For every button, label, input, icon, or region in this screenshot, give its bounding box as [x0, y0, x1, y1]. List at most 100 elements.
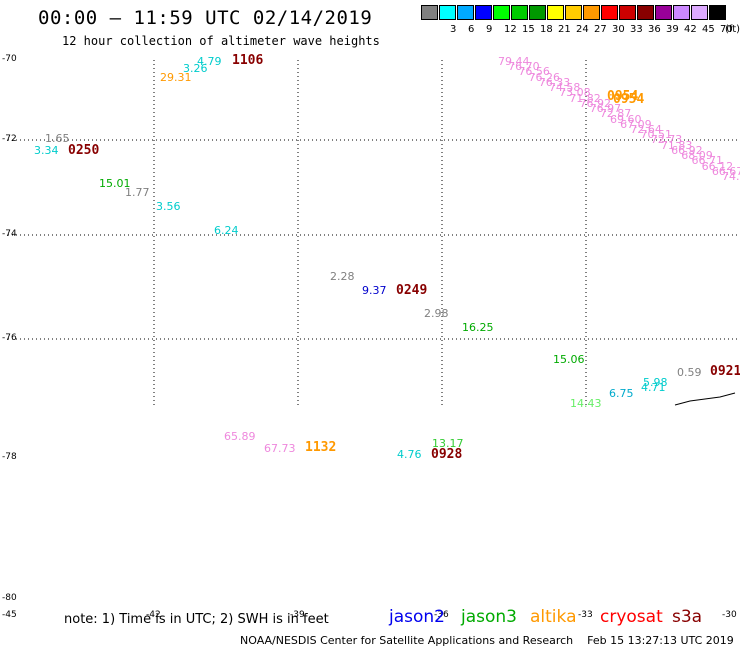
lat-label: -76	[2, 333, 17, 343]
legend-label: 24	[576, 24, 589, 35]
satellite-s3a: s3a	[672, 607, 703, 627]
wave-height-value: 67.73	[264, 442, 296, 455]
track-value: 69.60	[610, 112, 642, 126]
legend-label: 18	[540, 24, 553, 35]
satellite-jason2: jason2	[389, 607, 445, 627]
track-value: 76.56	[518, 65, 550, 79]
satellite-cryosat: cryosat	[600, 607, 663, 627]
track-value: 71.82	[569, 91, 601, 105]
track-value: 68.09	[681, 149, 713, 163]
lat-label: -70	[2, 54, 17, 64]
wave-height-value: 2.28	[330, 270, 355, 283]
lat-label: -72	[2, 134, 17, 144]
wave-height-value: 4.79	[197, 55, 222, 68]
legend-swatch	[601, 5, 618, 20]
wave-height-value: 1.77	[125, 186, 150, 199]
lon-label: -30	[722, 610, 737, 620]
legend-label: 15	[522, 24, 535, 35]
wave-height-value: 15.01	[99, 177, 131, 190]
legend-swatch	[691, 5, 708, 20]
legend-label: 45	[702, 24, 715, 35]
track-value: 76.33	[538, 75, 571, 89]
legend-swatch	[493, 5, 510, 20]
track-value: 66.67	[711, 164, 740, 178]
wave-height-value: 3.34	[34, 144, 59, 157]
track-value: 76.26	[528, 70, 561, 84]
legend-swatch	[547, 5, 564, 20]
wave-height-value: 3.56	[156, 200, 181, 213]
pass-time-label: 0954	[613, 92, 645, 107]
pass-time-label: 1106	[232, 53, 264, 68]
lon-label: -42	[146, 610, 161, 620]
legend-label: 12	[504, 24, 517, 35]
lon-label: -45	[2, 610, 17, 620]
track-value: 66.71	[691, 154, 723, 168]
track-value: 66.92	[671, 143, 703, 157]
legend-label: 9	[486, 24, 493, 35]
satellite-jason3: jason3	[461, 607, 517, 627]
lat-label: -78	[2, 452, 17, 462]
track-value: 67.09	[620, 117, 652, 131]
page-subtitle: 12 hour collection of altimeter wave hei…	[62, 34, 380, 48]
track-value: 74.58	[548, 81, 581, 95]
track-value: 71.83	[660, 138, 693, 152]
wave-height-value: 16.25	[462, 321, 494, 334]
wave-height-value: 14.43	[570, 397, 602, 410]
legend-unit: (ft)	[725, 24, 740, 35]
legend-label: 33	[630, 24, 643, 35]
legend-swatch	[511, 5, 528, 20]
track-value: 76.70	[508, 60, 540, 74]
wave-height-value: 6.24	[214, 224, 239, 237]
legend-label: 39	[666, 24, 679, 35]
pass-time-label: 0954	[607, 89, 639, 104]
credit-timestamp: Feb 15 13:27:13 UTC 2019	[587, 634, 734, 647]
footer-credit: NOAA/NESDIS Center for Satellite Applica…	[240, 634, 734, 647]
track-value: 70.51	[640, 128, 673, 142]
legend-swatch	[475, 5, 492, 20]
legend-swatch	[565, 5, 582, 20]
legend-swatch	[439, 5, 456, 20]
pass-time-label: 0921	[710, 364, 740, 379]
legend-swatch	[583, 5, 600, 20]
legend-label: 36	[648, 24, 661, 35]
pass-time-label: 1132	[305, 440, 337, 455]
legend-swatch	[619, 5, 636, 20]
wave-height-value: 65.89	[224, 430, 256, 443]
legend-swatch	[421, 5, 438, 20]
wave-height-value: 0.59	[677, 366, 702, 379]
credit-org: NOAA/NESDIS Center for Satellite Applica…	[240, 634, 574, 647]
wave-height-value: 13.17	[432, 437, 464, 450]
legend-label: 27	[594, 24, 607, 35]
legend-label: 6	[468, 24, 475, 35]
legend-label: 30	[612, 24, 625, 35]
coastline-segment	[674, 392, 736, 406]
footer-note: note: 1) Time is in UTC; 2) SWH is in fe…	[64, 612, 329, 627]
lon-label: -33	[578, 610, 593, 620]
track-value: 72.87	[599, 107, 632, 121]
wave-height-value: 2.98	[424, 307, 449, 320]
pass-time-label: 0928	[431, 447, 463, 462]
wave-height-value: 4.76	[397, 448, 422, 461]
lat-label: -80	[2, 593, 17, 603]
wave-height-value: 5.98	[643, 376, 668, 389]
legend-label: 42	[684, 24, 697, 35]
track-value: 79.44	[498, 55, 530, 68]
legend-swatch	[529, 5, 546, 20]
wave-height-value: 15.06	[553, 353, 585, 366]
wave-height-value: 4.71	[641, 381, 666, 394]
wave-height-value: 9.37	[362, 284, 387, 297]
page-title: 00:00 – 11:59 UTC 02/14/2019	[38, 7, 373, 29]
legend-swatch	[637, 5, 654, 20]
satellite-altika: altika	[530, 607, 577, 627]
wave-height-value: 29.31	[160, 71, 192, 84]
track-value: 76.97	[589, 102, 622, 116]
pass-time-label: 0250	[68, 143, 100, 158]
legend-label: 3	[450, 24, 457, 35]
wave-height-value: 1.65	[45, 132, 70, 145]
legend-swatch	[655, 5, 672, 20]
pass-time-label: 0249	[396, 283, 428, 298]
lat-label: -74	[2, 229, 17, 239]
lon-label: -39	[290, 610, 305, 620]
track-value: 72.64	[630, 122, 662, 136]
